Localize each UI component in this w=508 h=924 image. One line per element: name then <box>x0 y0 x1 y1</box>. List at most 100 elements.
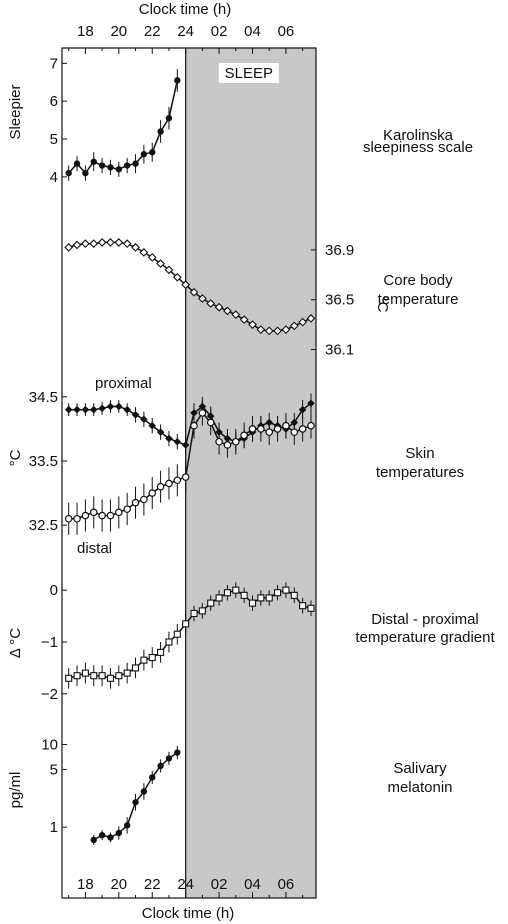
series-0 <box>90 745 181 845</box>
top-x-tick-label: 22 <box>144 23 161 40</box>
data-point <box>149 149 156 156</box>
panel-title-line: temperature gradient <box>355 629 495 646</box>
data-point <box>289 321 299 331</box>
data-point <box>106 402 115 411</box>
data-point <box>298 405 307 414</box>
data-point <box>173 437 182 446</box>
data-point <box>73 160 81 167</box>
data-point <box>214 302 224 312</box>
panel-title: Core body temperature <box>378 272 459 308</box>
data-point <box>181 280 191 290</box>
data-point <box>198 409 207 417</box>
data-point <box>81 239 90 249</box>
y-tick-label: 0 <box>50 582 58 599</box>
data-point <box>265 594 273 602</box>
data-point <box>98 831 106 839</box>
data-point <box>190 421 198 430</box>
panel-title-line: sleepiness scale <box>363 139 473 156</box>
sleep-label-box <box>218 63 279 83</box>
data-point <box>307 399 315 408</box>
panel-title-line: temperatures <box>376 464 464 481</box>
y-tick-label: 33.5 <box>29 453 58 470</box>
data-point <box>123 505 131 513</box>
panel-title: Skin temperatures <box>376 445 464 481</box>
panel-title-line: temperature <box>378 291 459 308</box>
data-point <box>257 594 265 602</box>
data-point <box>182 620 190 628</box>
data-point <box>181 441 190 449</box>
data-point <box>107 164 114 171</box>
y-tick-label: 1 <box>50 819 58 836</box>
top-x-tick-label: 24 <box>177 23 194 40</box>
data-point <box>165 638 173 646</box>
y-axis-label: pg/ml <box>7 772 24 809</box>
data-point <box>290 428 299 436</box>
data-point <box>298 425 307 433</box>
data-point <box>157 762 164 770</box>
data-point <box>64 405 73 414</box>
top-x-tick-label: 18 <box>77 23 94 40</box>
data-point <box>172 272 182 282</box>
panel-title: Salivary melatonin <box>387 760 452 796</box>
data-point <box>273 326 282 336</box>
data-point <box>115 166 123 173</box>
data-point <box>223 589 231 597</box>
data-point <box>240 431 248 440</box>
y-tick-label: 32.5 <box>29 517 58 534</box>
plot-frame <box>61 47 317 899</box>
series-0 <box>64 238 316 336</box>
bottom-x-tick-label: 18 <box>77 876 94 893</box>
sleep-label: SLEEP <box>225 65 273 82</box>
data-point <box>190 609 198 618</box>
y-tick-label: −2 <box>41 686 58 703</box>
data-point <box>165 434 173 443</box>
data-point <box>73 405 81 414</box>
series-distal <box>64 400 315 535</box>
data-point <box>90 672 98 680</box>
top-x-tick-label: 06 <box>278 23 295 40</box>
chart-panels: 4 5 6 7 Sleepier Karolinska sleepiness scale 36… <box>7 55 495 845</box>
data-point <box>98 672 106 680</box>
data-point <box>206 299 216 308</box>
data-point <box>248 320 257 330</box>
y-tick-label: 10 <box>41 737 58 754</box>
data-point <box>306 314 316 323</box>
data-point <box>223 306 232 316</box>
data-point <box>215 594 223 602</box>
data-point <box>307 421 315 430</box>
data-point <box>232 586 240 594</box>
proximal-series-label: proximal <box>95 375 152 392</box>
data-point <box>174 77 181 84</box>
data-point <box>131 243 140 252</box>
data-point <box>156 259 165 268</box>
data-point <box>139 248 149 257</box>
data-point <box>98 511 106 520</box>
y-axis-label: °C <box>7 449 24 466</box>
data-point <box>115 672 123 680</box>
data-point <box>157 128 164 135</box>
y-tick-label: 7 <box>50 55 58 72</box>
y-tick-label: 6 <box>50 93 58 110</box>
data-point <box>132 799 139 806</box>
data-point <box>281 325 291 334</box>
data-point <box>107 834 114 841</box>
data-point <box>140 656 148 664</box>
panel-4: 1 5 10 pg/ml Salivary melatonin <box>7 737 453 845</box>
panel-2: 32.5 33.5 34.5 °C Skin temperatures <box>7 389 464 535</box>
bottom-x-tick-label: 02 <box>211 876 228 893</box>
series-0 <box>65 69 181 181</box>
data-point <box>89 508 98 517</box>
data-point <box>299 602 307 610</box>
data-point <box>165 479 173 488</box>
data-point <box>73 672 81 680</box>
data-point <box>274 589 282 597</box>
data-point <box>106 674 115 682</box>
data-point <box>174 749 181 756</box>
data-point <box>173 630 181 638</box>
data-point <box>181 473 190 481</box>
data-point <box>81 511 90 520</box>
y-axis-label: °C <box>374 296 391 313</box>
data-point <box>156 482 165 491</box>
top-x-tick-label: 04 <box>244 23 261 40</box>
y-tick-label: 36.1 <box>325 342 354 359</box>
